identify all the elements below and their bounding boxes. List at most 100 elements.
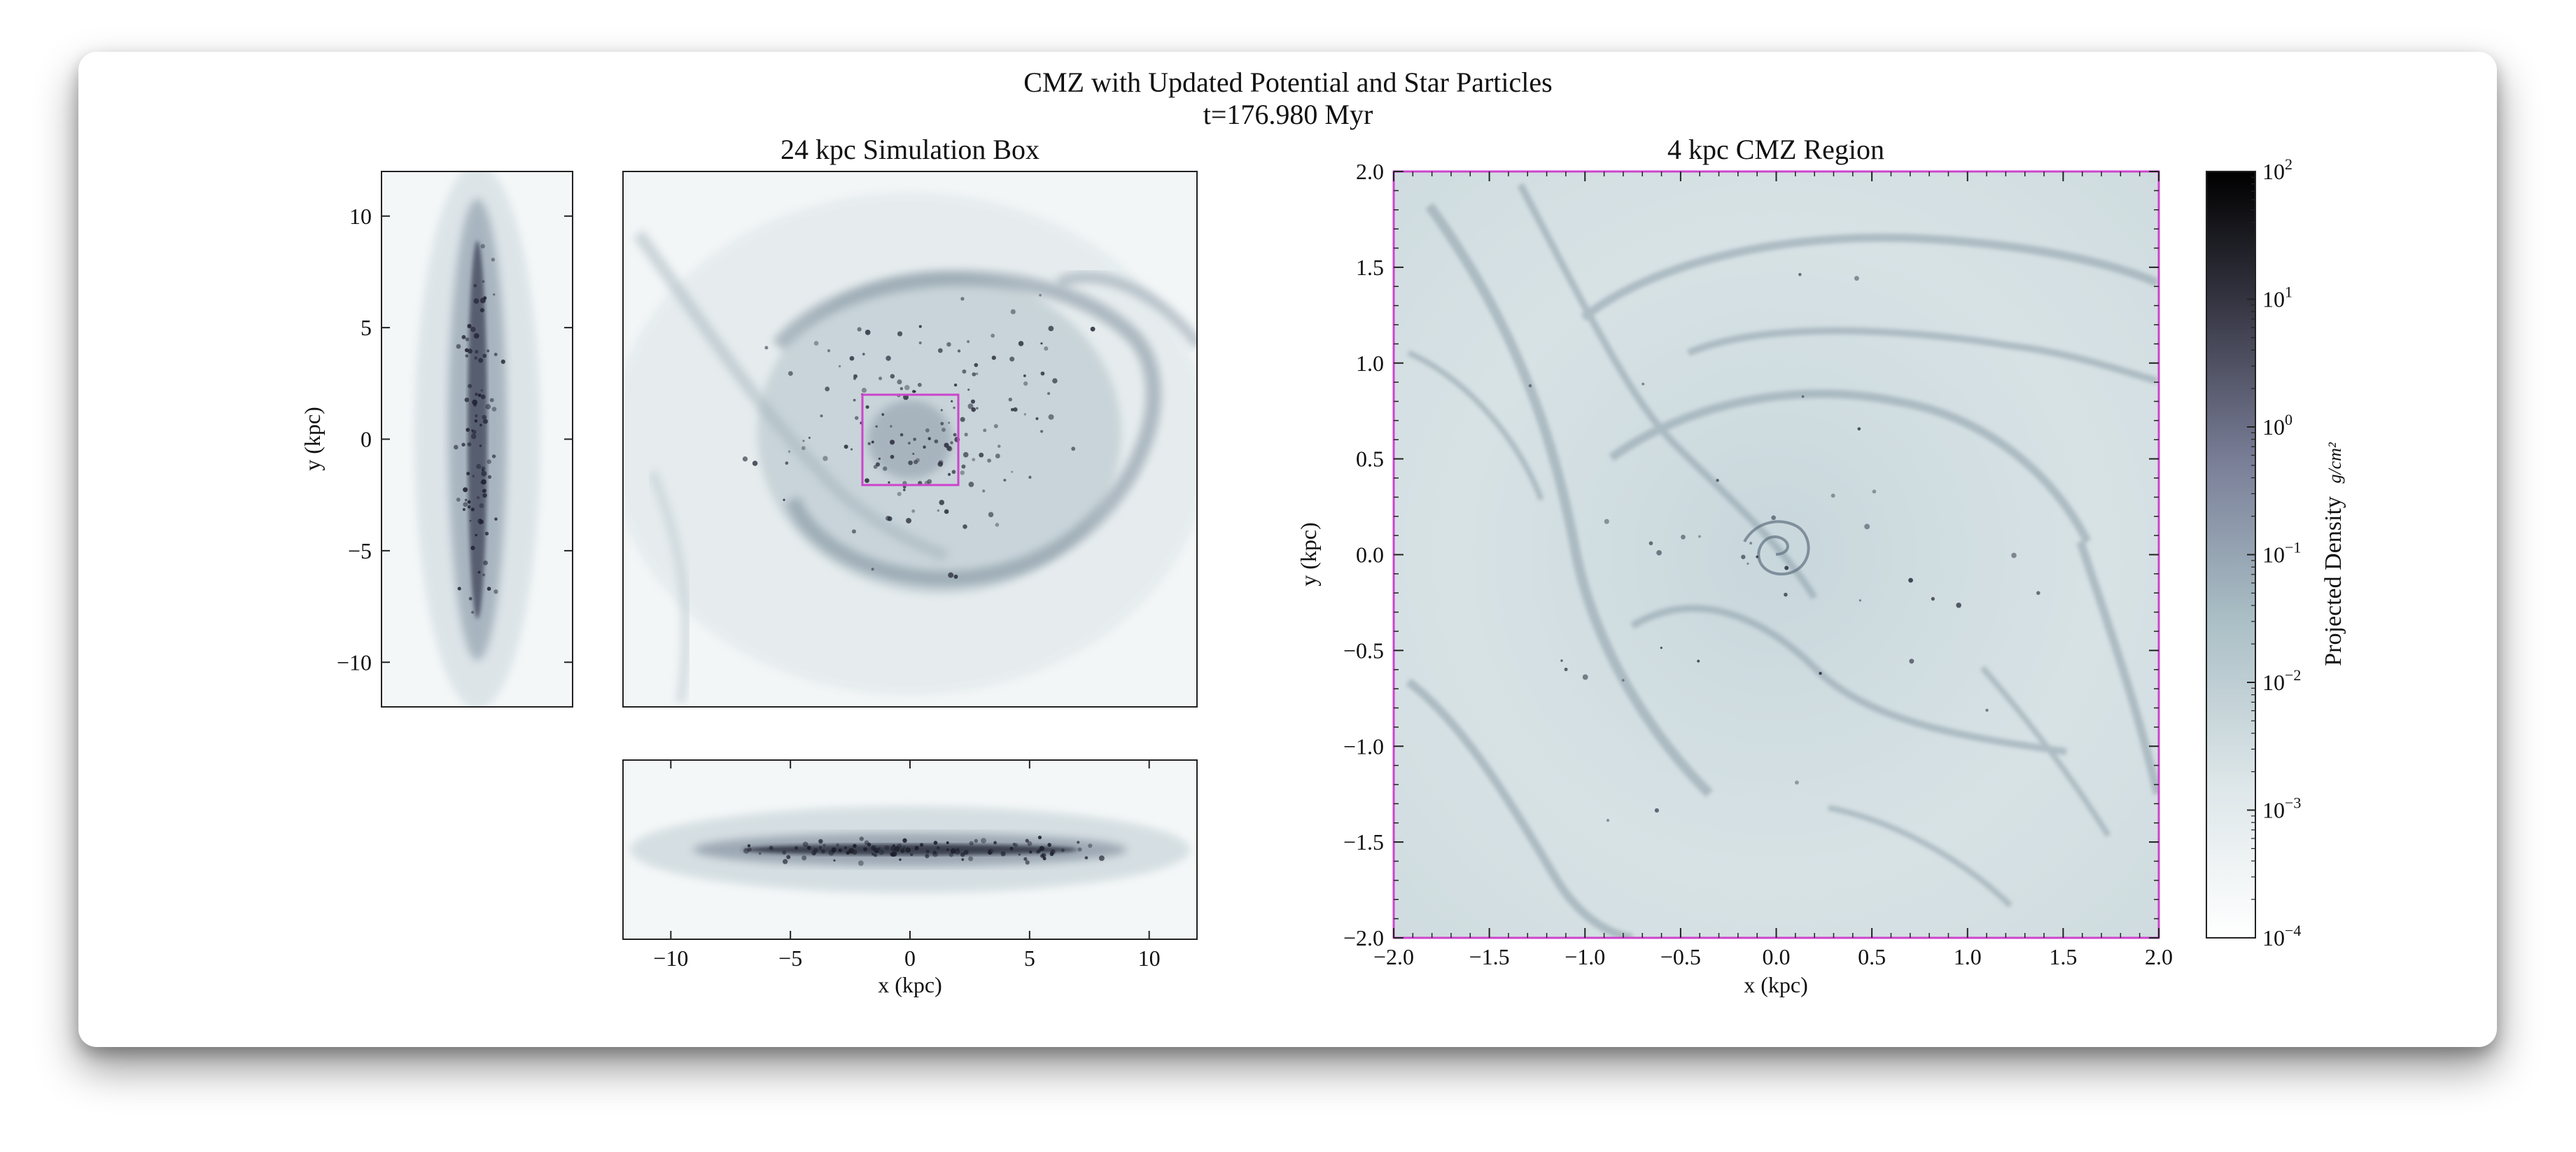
star-particle	[468, 597, 472, 600]
star-particle	[465, 337, 470, 342]
star-particle	[1656, 550, 1662, 556]
star-particle	[890, 852, 895, 857]
star-particle	[822, 456, 828, 461]
star-particle	[473, 298, 479, 304]
star-particle	[910, 852, 913, 857]
star-particle	[464, 348, 469, 353]
star-particle	[858, 860, 864, 866]
star-particle	[902, 838, 907, 843]
star-particle	[1088, 843, 1093, 848]
star-particle	[890, 454, 895, 459]
cmz-y-tick-label: −2.0	[1343, 925, 1384, 950]
star-particle	[913, 437, 917, 442]
star-particle	[1025, 838, 1029, 843]
star-particle	[967, 340, 970, 344]
star-particle	[983, 428, 987, 433]
star-particle	[1023, 374, 1026, 377]
star-particle	[1023, 413, 1026, 416]
star-particle	[944, 509, 949, 514]
star-particle	[867, 442, 871, 445]
star-particle	[970, 399, 975, 404]
star-particle	[960, 416, 965, 422]
star-particle	[491, 407, 497, 412]
star-particle	[813, 341, 819, 346]
colorbar-label-group: Projected Density g/cm²	[2320, 442, 2346, 666]
star-particle	[887, 516, 892, 521]
star-particle	[957, 349, 961, 353]
star-particle	[946, 445, 952, 451]
star-particle	[1648, 541, 1653, 546]
edge-x-axis-label: x (kpc)	[878, 972, 942, 997]
colorbar-ticks: 102 101 100 10−1 10−2 10−3 10−4	[2247, 155, 2301, 950]
star-particle	[920, 843, 924, 847]
star-particle	[1060, 848, 1065, 852]
star-particle	[1660, 647, 1662, 649]
star-particle	[802, 440, 805, 442]
star-particle	[925, 854, 930, 859]
star-particle	[883, 466, 888, 471]
cmz-y-tick-label: 0.0	[1356, 542, 1384, 568]
star-particle	[1771, 515, 1776, 521]
star-particle	[457, 586, 461, 591]
star-particle	[1044, 346, 1049, 351]
star-particle	[822, 843, 826, 847]
svg-text:Projected Density g/cm: Projected Density g/cm²	[2320, 442, 2346, 666]
star-particle	[918, 325, 922, 328]
star-particle	[874, 853, 878, 857]
star-particle	[821, 849, 825, 854]
star-particle	[916, 458, 920, 463]
star-particle	[899, 433, 904, 437]
star-particle	[467, 500, 471, 504]
star-particle	[1857, 427, 1861, 431]
star-particle	[476, 496, 480, 500]
star-particle	[963, 850, 969, 855]
star-particle	[1697, 659, 1700, 663]
star-particle	[1009, 846, 1014, 851]
star-particle	[833, 859, 836, 862]
star-particle	[925, 849, 930, 854]
star-particle	[884, 845, 890, 850]
cmz-x-tick-label: −1.0	[1564, 944, 1605, 969]
star-particle	[463, 502, 468, 507]
figure-title: CMZ with Updated Potential and Star Part…	[1023, 66, 1552, 98]
star-particle	[491, 258, 496, 262]
star-particle	[764, 346, 769, 350]
star-particle	[991, 356, 996, 360]
star-particle	[844, 444, 848, 449]
star-particle	[987, 850, 993, 855]
star-particle	[486, 459, 492, 464]
star-particle	[493, 589, 498, 594]
star-particle	[479, 444, 482, 447]
star-particle	[475, 393, 478, 396]
star-particle	[975, 372, 979, 375]
star-particle	[875, 425, 878, 428]
star-particle	[1909, 659, 1914, 664]
star-particle	[962, 524, 967, 529]
cmz-y-tick-label: −0.5	[1343, 638, 1384, 663]
star-particle	[1028, 475, 1032, 479]
edge-x-tick-label: −5	[778, 946, 802, 971]
star-particle	[1564, 667, 1568, 671]
star-particle	[482, 573, 486, 577]
star-particle	[818, 838, 823, 844]
star-particle	[493, 353, 498, 356]
star-particle	[878, 849, 885, 855]
cmz-y-axis-label: y (kpc)	[1296, 522, 1321, 586]
star-particle	[802, 841, 808, 848]
star-particle	[1037, 849, 1041, 853]
star-particle	[888, 481, 890, 484]
star-particle	[1050, 849, 1056, 855]
star-particle	[456, 344, 461, 349]
star-particle	[1040, 371, 1045, 376]
star-particle	[932, 850, 937, 855]
star-particle	[961, 464, 966, 469]
star-particle	[918, 341, 922, 344]
star-particle	[470, 507, 475, 512]
star-particle	[886, 356, 891, 361]
star-particle	[1956, 603, 1961, 608]
star-particle	[844, 846, 847, 850]
star-particle	[1000, 851, 1006, 857]
star-particle	[1029, 850, 1032, 854]
star-particle	[461, 335, 466, 339]
star-particle	[851, 529, 856, 534]
